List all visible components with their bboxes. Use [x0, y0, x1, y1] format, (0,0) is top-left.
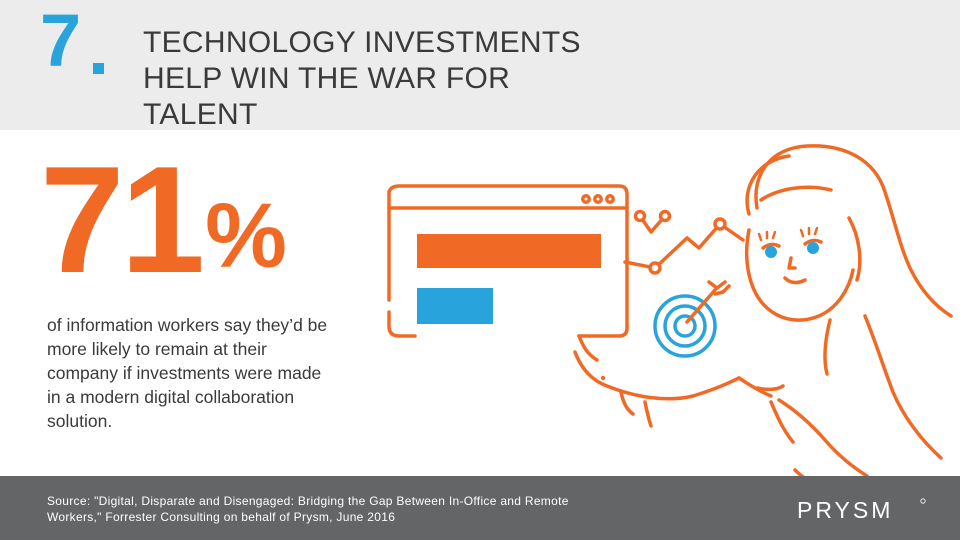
title-line-1: TECHNOLOGY INVESTMENTS — [143, 26, 581, 59]
description-line-2: more likely to remain at their — [47, 339, 267, 359]
header-band — [0, 0, 960, 130]
description-line-1: of information workers say they’d be — [47, 315, 328, 335]
source-line-2: Workers," Forrester Consulting on behalf… — [47, 510, 396, 524]
slide-number: 7 — [40, 0, 81, 82]
page-title: TECHNOLOGY INVESTMENTS HELP WIN THE WAR … — [143, 25, 663, 133]
line-graph-icon — [623, 209, 745, 275]
woman-illustration — [387, 144, 953, 480]
stat-figure: 71% — [40, 144, 287, 296]
stat-value: 71 — [40, 135, 205, 305]
title-line-2: HELP WIN THE WAR FOR — [143, 62, 511, 95]
source-citation: Source: "Digital, Disparate and Disengag… — [47, 493, 647, 525]
browser-window-icon — [387, 184, 629, 338]
browser-bar-orange — [417, 234, 601, 268]
source-line-1: Source: "Digital, Disparate and Disengag… — [47, 494, 569, 508]
description-line-3: company if investments were made — [47, 363, 322, 383]
description-line-4: in a modern digital collaboration — [47, 387, 295, 407]
footer-band: Source: "Digital, Disparate and Disengag… — [0, 476, 960, 540]
description-line-5: solution. — [47, 411, 113, 431]
target-icon — [653, 280, 731, 358]
title-line-3: TALENT — [143, 98, 258, 131]
browser-bar-blue — [417, 288, 493, 324]
prysm-logo: PRYSM — [797, 497, 926, 522]
svg-text:PRYSM: PRYSM — [797, 497, 893, 522]
stat-unit: % — [205, 185, 287, 287]
slide-number-dot — [93, 63, 104, 74]
stat-description: of information workers say they’d be mor… — [47, 313, 377, 433]
